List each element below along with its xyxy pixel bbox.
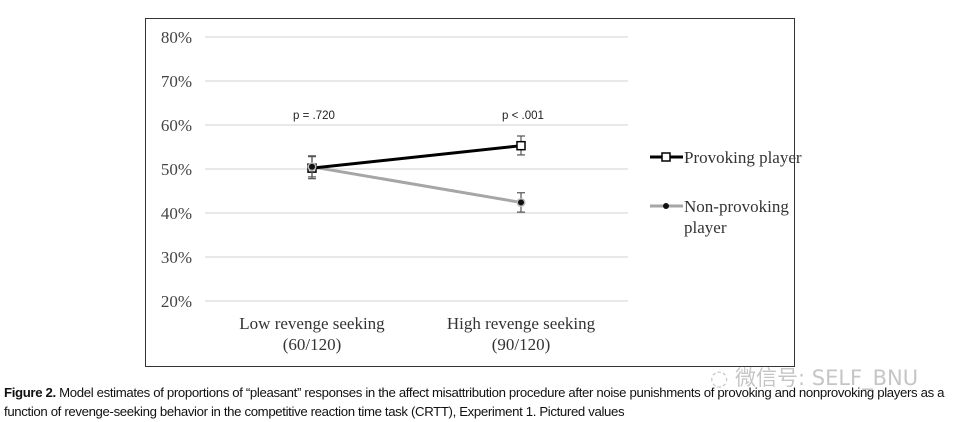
caption-text: Model estimates of proportions of “pleas… xyxy=(4,385,945,419)
y-tick-label: 40% xyxy=(161,204,192,223)
x-tick-label: Low revenge seeking xyxy=(239,314,385,333)
wechat-icon: ◌ xyxy=(710,366,735,390)
legend-label: Non-provoking xyxy=(684,197,789,216)
watermark: ◌ 微信号: SELF_BNU xyxy=(710,366,919,390)
y-tick-label: 20% xyxy=(161,292,192,311)
x-tick-label: (60/120) xyxy=(283,335,342,354)
series-line xyxy=(311,144,522,170)
data-point xyxy=(309,163,315,170)
x-tick-label: High revenge seeking xyxy=(447,314,596,333)
legend-marker xyxy=(661,152,671,162)
caption-label: Figure 2. xyxy=(4,385,56,400)
y-tick-label: 60% xyxy=(161,116,192,135)
legend-label: player xyxy=(684,218,727,237)
y-tick-label: 50% xyxy=(161,160,192,179)
series-line xyxy=(311,165,522,204)
y-tick-label: 30% xyxy=(161,248,192,267)
y-tick-label: 70% xyxy=(161,72,192,91)
legend-marker xyxy=(663,203,669,209)
legend-label: Provoking player xyxy=(684,148,802,167)
y-tick-label: 80% xyxy=(161,28,192,47)
chart-frame xyxy=(145,18,795,367)
p-value-annotation: p = .720 xyxy=(293,110,335,122)
data-point xyxy=(518,199,524,206)
x-tick-label: (90/120) xyxy=(492,335,551,354)
data-point xyxy=(516,140,526,151)
figure-caption: Figure 2. Model estimates of proportions… xyxy=(4,383,970,421)
p-value-annotation: p < .001 xyxy=(502,110,544,122)
